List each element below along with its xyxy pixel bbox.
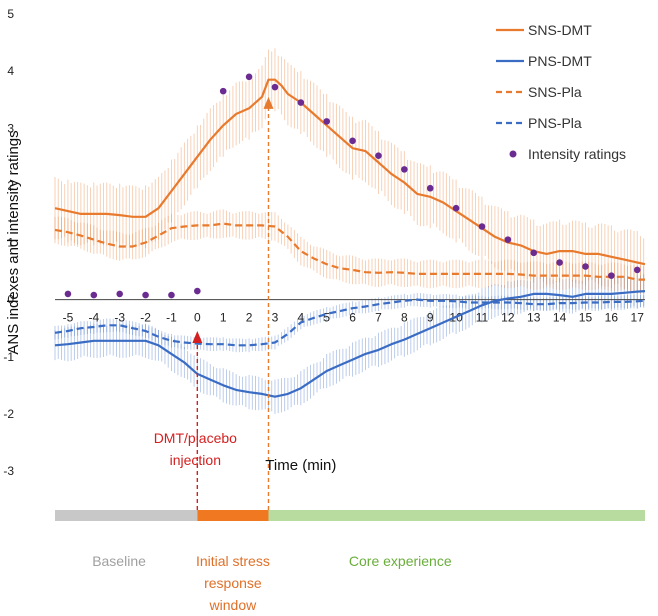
y-tick-label: 3 xyxy=(7,121,14,135)
x-tick-label: 2 xyxy=(246,311,253,325)
y-tick-label: 4 xyxy=(7,64,14,78)
intensity-point xyxy=(90,291,98,299)
intensity-point xyxy=(633,266,641,274)
marker-label: DMT/placebo xyxy=(154,430,237,446)
legend-label: SNS-Pla xyxy=(528,84,582,100)
intensity-point xyxy=(504,236,512,243)
intensity-point xyxy=(556,259,563,266)
x-tick-label: 16 xyxy=(605,311,619,325)
intensity-point xyxy=(64,290,72,298)
marker-arrowhead xyxy=(192,331,203,344)
x-tick-label: 4 xyxy=(297,311,304,325)
x-tick-label: 17 xyxy=(631,311,645,325)
intensity-point xyxy=(452,204,460,212)
intensity-point xyxy=(375,152,382,159)
intensity-point xyxy=(530,249,538,257)
legend-marker xyxy=(509,150,517,158)
intensity-point xyxy=(582,263,589,270)
error-bands xyxy=(54,48,645,414)
legend-label: PNS-DMT xyxy=(528,53,592,69)
x-tick-label: 12 xyxy=(501,311,515,325)
intensity-points xyxy=(64,73,641,299)
x-tick-label: 6 xyxy=(349,311,356,325)
y-tick-label: -3 xyxy=(3,464,14,478)
x-axis-tick-labels: -5 -4 -3 -2 -1 0 1 2 3 4 5 6 7 8 9 10 11 12 13 14 15 16 17 xyxy=(63,311,645,325)
x-tick-label: 14 xyxy=(553,311,567,325)
legend-label: SNS-DMT xyxy=(528,22,592,38)
error-band-sns-pla xyxy=(54,209,645,294)
y-tick-label: -2 xyxy=(3,407,14,421)
phase-label: window xyxy=(209,597,258,613)
x-tick-label: 9 xyxy=(427,311,434,325)
marker-arrowhead xyxy=(263,96,274,109)
series-line-pns-pla xyxy=(54,298,646,347)
intensity-point xyxy=(323,118,331,125)
x-tick-label: 15 xyxy=(579,311,593,325)
series-lines xyxy=(54,78,646,398)
intensity-point xyxy=(168,291,175,299)
marker-label: injection xyxy=(170,452,221,468)
intensity-point xyxy=(245,73,253,81)
x-tick-label: -1 xyxy=(166,311,177,325)
intensity-point xyxy=(194,287,201,295)
intensity-point xyxy=(608,272,615,279)
x-tick-label: -2 xyxy=(140,311,151,325)
x-tick-label: 13 xyxy=(527,311,541,325)
series-line-sns-dmt xyxy=(54,78,646,266)
phase-segment xyxy=(268,510,645,521)
x-tick-label: 1 xyxy=(220,311,227,325)
intensity-point xyxy=(349,137,356,145)
x-tick-label: -5 xyxy=(63,311,74,325)
y-tick-label: -1 xyxy=(3,350,14,364)
phase-bar: Baseline Initial stress response window Core… xyxy=(55,510,645,613)
phase-segment xyxy=(55,510,198,521)
x-tick-label: 11 xyxy=(476,311,489,325)
intensity-point xyxy=(478,223,486,230)
x-tick-label: 0 xyxy=(194,311,201,325)
y-tick-label: 1 xyxy=(7,236,14,250)
y-axis: -3 -2 -1 0 1 2 3 4 5 xyxy=(3,7,14,478)
intensity-point xyxy=(297,99,305,106)
phase-segment xyxy=(197,510,269,521)
phase-label: Core experience xyxy=(349,553,452,569)
series-line-sns-pla xyxy=(54,222,645,281)
x-tick-label: -4 xyxy=(88,311,99,325)
phase-label: response xyxy=(204,575,262,591)
intensity-point xyxy=(116,290,123,298)
legend-label: PNS-Pla xyxy=(528,115,582,131)
intensity-point xyxy=(426,184,434,192)
x-tick-label: 8 xyxy=(401,311,408,325)
legend: SNS-DMT PNS-DMT SNS-Pla PNS-Pla Intensity ra… xyxy=(496,22,626,162)
intensity-point xyxy=(401,166,408,173)
x-axis-label: Time (min) xyxy=(265,457,336,474)
y-tick-label: 2 xyxy=(7,178,14,192)
y-tick-label: 0 xyxy=(7,293,14,307)
y-axis-label: ANS indexes and intensity ratings xyxy=(5,130,22,354)
y-tick-label: 5 xyxy=(7,7,14,21)
phase-label: Initial stress xyxy=(196,553,270,569)
x-tick-label: 5 xyxy=(323,311,330,325)
series-line-pns-dmt xyxy=(54,290,646,398)
x-tick-label: -3 xyxy=(114,311,125,325)
x-tick-label: 3 xyxy=(272,311,279,325)
phase-label: Baseline xyxy=(92,553,146,569)
intensity-point xyxy=(271,83,279,91)
x-tick-label: 7 xyxy=(375,311,382,325)
legend-label: Intensity ratings xyxy=(528,146,626,162)
intensity-point xyxy=(142,291,149,299)
intensity-point xyxy=(219,87,227,95)
event-markers: DMT/placebo injection xyxy=(154,96,274,510)
